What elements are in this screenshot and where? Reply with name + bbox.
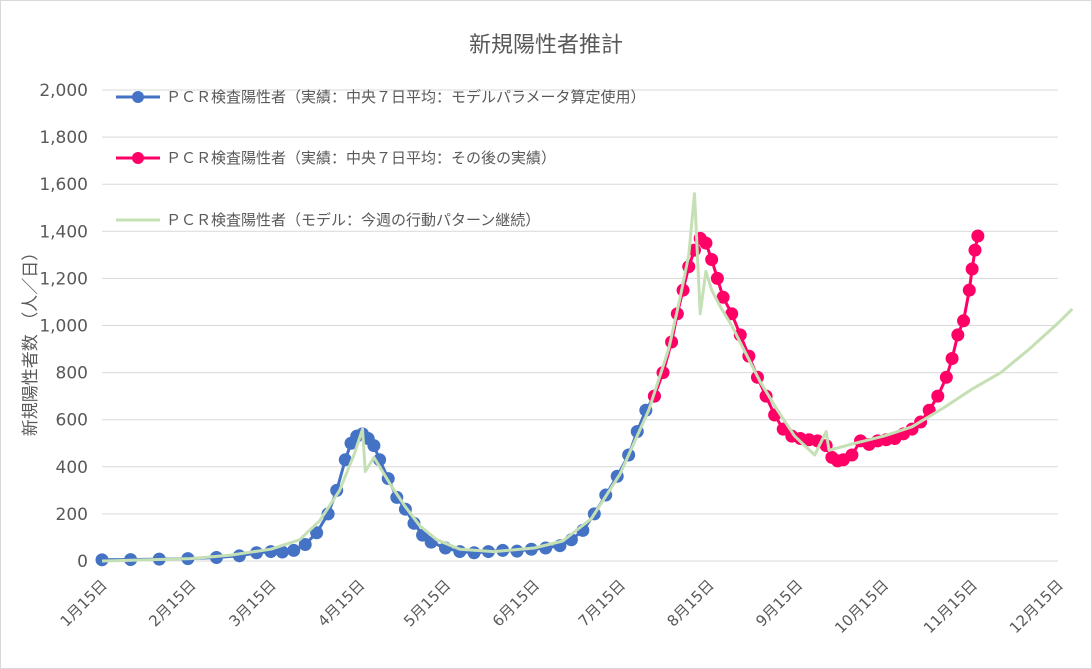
y-tick-label: 400 bbox=[56, 458, 88, 478]
y-tick-label: 1,400 bbox=[39, 222, 88, 242]
series-layer bbox=[95, 192, 1074, 567]
data-point bbox=[939, 370, 953, 384]
legend-label: ＰＣＲ検査陽性者（モデル：今週の行動パターン継続） bbox=[166, 211, 540, 229]
y-tick-label: 800 bbox=[56, 364, 88, 384]
y-tick-label: 0 bbox=[77, 552, 88, 572]
y-tick-label: 1,200 bbox=[39, 269, 88, 289]
data-point bbox=[845, 448, 859, 462]
series-2 bbox=[101, 192, 1074, 563]
y-tick-label: 1,000 bbox=[39, 317, 88, 337]
legend-item: ＰＣＲ検査陽性者（モデル：今週の行動パターン継続） bbox=[116, 211, 540, 229]
y-tick-label: 1,600 bbox=[39, 175, 88, 195]
data-point bbox=[951, 328, 965, 342]
legend-marker bbox=[132, 91, 144, 103]
data-point bbox=[968, 243, 982, 257]
data-point bbox=[716, 290, 730, 304]
legend-label: ＰＣＲ検査陽性者（実績：中央７日平均：その後の実績） bbox=[166, 149, 556, 167]
grid-lines bbox=[102, 89, 1058, 562]
data-point bbox=[962, 283, 976, 297]
legend-marker bbox=[132, 152, 144, 164]
data-point bbox=[945, 351, 959, 365]
series-line bbox=[101, 192, 1074, 563]
legend-label: ＰＣＲ検査陽性者（実績：中央７日平均：モデルパラメータ算定使用） bbox=[166, 88, 646, 106]
data-point bbox=[710, 271, 724, 285]
y-tick-label: 200 bbox=[56, 505, 88, 525]
data-point bbox=[971, 229, 985, 243]
legend: ＰＣＲ検査陽性者（実績：中央７日平均：モデルパラメータ算定使用） ＰＣＲ検査陽性者… bbox=[116, 88, 646, 229]
y-axis-label: 新規陽性者数 （人／日） bbox=[21, 244, 41, 436]
y-tick-label: 600 bbox=[56, 411, 88, 431]
data-point bbox=[367, 439, 381, 453]
data-point bbox=[298, 538, 312, 552]
y-tick-label: 2,000 bbox=[39, 81, 88, 101]
data-point bbox=[310, 526, 324, 540]
data-point bbox=[931, 389, 945, 403]
data-point bbox=[287, 543, 301, 557]
legend-item: ＰＣＲ検査陽性者（実績：中央７日平均：モデルパラメータ算定使用） bbox=[116, 88, 646, 106]
data-point bbox=[957, 314, 971, 328]
y-tick-label: 1,800 bbox=[39, 128, 88, 148]
y-axis-ticks: 0 200 400 600 800 1,000 1,200 1,400 1,600 1,800 2,… bbox=[39, 81, 88, 572]
legend-item: ＰＣＲ検査陽性者（実績：中央７日平均：その後の実績） bbox=[116, 149, 556, 167]
chart-title: 新規陽性者推計 bbox=[469, 33, 623, 58]
data-point bbox=[965, 262, 979, 276]
data-point bbox=[705, 253, 719, 267]
data-point bbox=[699, 236, 713, 250]
